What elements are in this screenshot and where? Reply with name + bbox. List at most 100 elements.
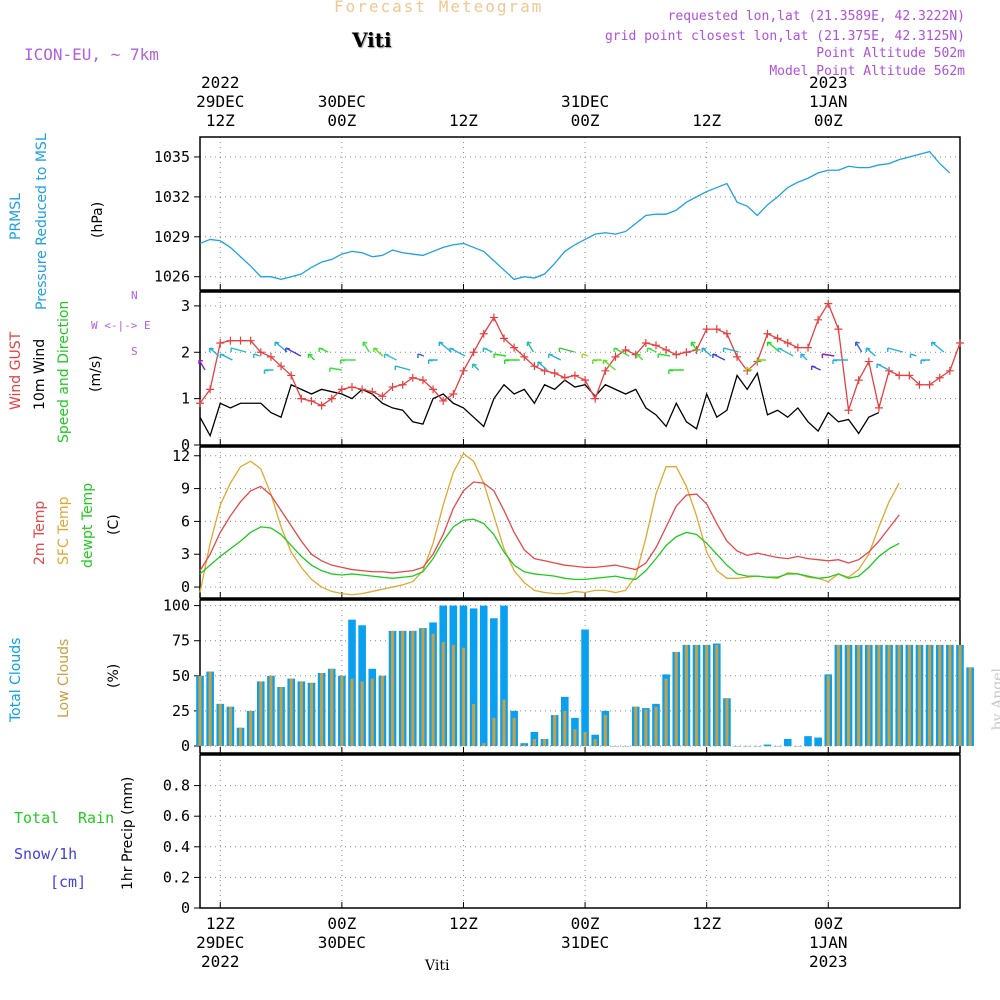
low-cloud-bar-47 xyxy=(674,651,678,746)
top-labels-label-1: 30DEC 00Z xyxy=(302,92,382,130)
ytick-label-1-1: 1 xyxy=(181,390,190,408)
gust-line-mark-22 xyxy=(418,376,427,385)
low-cloud-bar-27 xyxy=(472,703,476,746)
ytick-label-3-2: 50 xyxy=(172,667,190,685)
low-cloud-bar-38 xyxy=(583,731,587,746)
p5-label-snow: Snow/1h xyxy=(14,845,78,863)
ytick-label-0-3: 1035 xyxy=(154,148,190,166)
low-cloud-bar-46 xyxy=(664,678,668,746)
gust-line-mark-47 xyxy=(672,350,681,359)
bottom-labels-label-0: 12Z 29DEC 2022 xyxy=(180,914,260,971)
gust-line-mark-10 xyxy=(297,394,306,403)
total-cloud-bar-29 xyxy=(490,618,498,746)
total-cloud-bar-27 xyxy=(469,608,478,746)
p5-label-rain: Rain xyxy=(78,809,115,827)
low-cloud-bar-63 xyxy=(836,644,840,746)
low-cloud-bar-40 xyxy=(603,715,607,746)
low-cloud-bar-22 xyxy=(421,628,425,746)
total-cloud-bar-33 xyxy=(530,731,539,746)
ytick-label-4-2: 0.4 xyxy=(163,838,190,856)
bottom-labels-line-0-2: 2022 xyxy=(201,952,240,971)
gust-line-mark-57 xyxy=(773,334,782,343)
gust-line-mark-5 xyxy=(246,336,255,345)
wind-arrow-39 xyxy=(722,347,739,353)
low-cloud-bar-3 xyxy=(228,706,232,746)
low-cloud-bar-73 xyxy=(938,644,942,746)
wind-arrow-38 xyxy=(712,353,726,361)
bottom-labels-line-0-1: 29DEC xyxy=(196,933,245,952)
wind-arrow-22 xyxy=(493,353,507,358)
low-cloud-bar-2 xyxy=(218,703,222,746)
low-cloud-bar-55 xyxy=(755,745,759,747)
low-cloud-bar-15 xyxy=(350,678,354,746)
ytick-label-0-1: 1029 xyxy=(154,228,190,246)
gust-line-mark-19 xyxy=(388,383,397,392)
low-cloud-bar-10 xyxy=(299,681,303,746)
panel-frame-0 xyxy=(199,136,961,291)
ytick-label-4-0: 0 xyxy=(181,899,190,917)
panel-frame-4 xyxy=(199,754,961,909)
low-cloud-bar-72 xyxy=(928,644,932,746)
gust-line-mark-7 xyxy=(266,352,275,361)
ytick-label-4-4: 0.8 xyxy=(163,777,190,795)
low-cloud-bar-49 xyxy=(695,644,699,746)
wind-arrow-13 xyxy=(373,347,384,357)
wind-arrow-10 xyxy=(329,367,342,372)
low-cloud-bar-24 xyxy=(441,642,445,746)
low-cloud-bar-18 xyxy=(380,675,384,746)
low-cloud-bar-57 xyxy=(776,745,780,747)
gust-line-mark-62 xyxy=(824,299,833,308)
gust-line-mark-51 xyxy=(712,325,721,334)
wind-arrow-3 xyxy=(230,347,247,353)
total-cloud-bar-61 xyxy=(814,737,822,746)
gust-line-mark-20 xyxy=(398,380,407,389)
total-cloud-bar-58 xyxy=(783,738,792,746)
wind10m-line xyxy=(199,371,880,438)
wind-arrow-24 xyxy=(526,341,534,353)
top-labels-line-1-0: 30DEC xyxy=(317,92,366,111)
temp2m-line xyxy=(199,481,900,574)
ytick-label-1-0: 0 xyxy=(181,436,190,454)
low-cloud-bar-1 xyxy=(208,671,212,746)
model-label: ICON-EU, ~ 7km xyxy=(24,45,159,64)
gust-line-mark-13 xyxy=(327,394,336,403)
gust-line-mark-17 xyxy=(368,387,377,396)
gust-line-mark-6 xyxy=(256,348,265,357)
requested-coords: requested lon,lat (21.3589E, 42.3222N) xyxy=(667,9,965,24)
low-cloud-bar-59 xyxy=(796,745,800,747)
gust-line-mark-56 xyxy=(763,329,772,338)
gust-line-mark-68 xyxy=(885,366,894,375)
low-cloud-bar-25 xyxy=(451,644,455,746)
top-labels-label-0: 2022 29DEC 12Z xyxy=(180,73,260,130)
low-cloud-bar-66 xyxy=(867,644,871,746)
gust-line-mark-37 xyxy=(570,371,579,380)
low-cloud-bar-60 xyxy=(806,745,810,747)
wind-arrow-23 xyxy=(504,359,520,364)
gust-line-mark-52 xyxy=(722,329,731,338)
gust-line-mark-50 xyxy=(702,325,711,334)
wind-arrow-45 xyxy=(810,365,821,371)
wind-arrow-44 xyxy=(800,353,808,361)
low-cloud-bar-14 xyxy=(340,675,344,746)
wind-arrow-34 xyxy=(657,353,671,358)
gust-line-mark-58 xyxy=(783,339,792,347)
low-cloud-bar-31 xyxy=(512,717,516,746)
bottom-labels-line-5-0: 00Z xyxy=(813,914,843,933)
top-labels-label-5: 2023 1JAN 00Z xyxy=(788,73,868,130)
wind-arrow-29 xyxy=(592,359,602,364)
wind-arrow-51 xyxy=(887,347,903,353)
wind-arrow-43 xyxy=(777,347,794,357)
total-cloud-bar-28 xyxy=(479,605,488,746)
gust-line-mark-53 xyxy=(733,352,742,361)
ytick-label-3-1: 25 xyxy=(172,702,190,720)
top-labels-line-3-0: 31DEC xyxy=(560,92,610,111)
low-cloud-bar-45 xyxy=(654,706,658,746)
gust-line-mark-8 xyxy=(277,362,286,371)
gust-line-mark-72 xyxy=(925,380,934,389)
low-cloud-bar-8 xyxy=(279,687,283,746)
wind-arrow-32 xyxy=(636,353,644,361)
gust-line-mark-73 xyxy=(935,373,944,382)
wind-arrow-0 xyxy=(198,359,206,371)
ytick-label-1-3: 3 xyxy=(181,297,190,315)
ytick-label-4-3: 0.6 xyxy=(163,807,190,825)
